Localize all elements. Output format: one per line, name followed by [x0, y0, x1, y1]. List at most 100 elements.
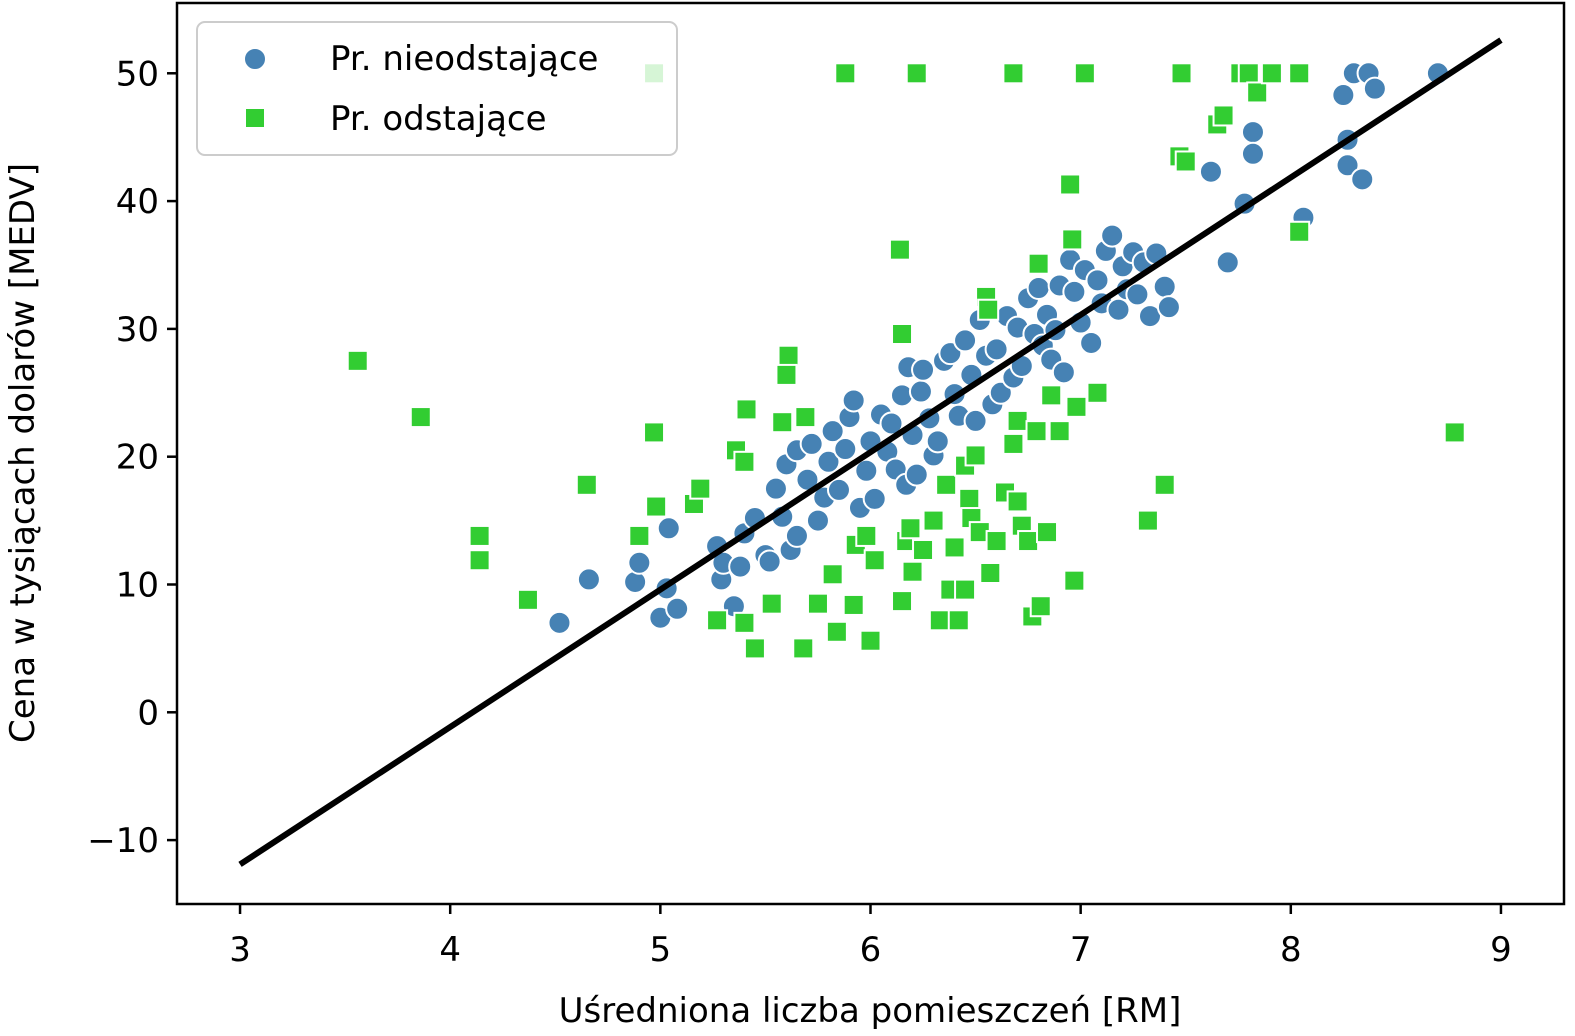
point-inlier [1100, 223, 1125, 248]
x-axis-ticks: 3 4 5 6 7 8 9 [229, 904, 1512, 970]
point-outlier [771, 411, 794, 434]
point-outlier [1153, 473, 1176, 496]
point-outlier [891, 590, 914, 613]
point-outlier [1059, 173, 1082, 196]
point-inlier [656, 516, 681, 541]
point-outlier [468, 524, 491, 547]
point-inlier [1240, 120, 1265, 145]
point-outlier [855, 524, 878, 547]
point-outlier [863, 549, 886, 572]
point-outlier [1029, 595, 1052, 618]
legend-label-outliers: Pr. odstające [330, 99, 547, 139]
point-inlier [1331, 83, 1356, 108]
point-inlier [799, 431, 824, 456]
point-outlier [628, 524, 651, 547]
point-inlier [757, 549, 782, 574]
legend: Pr. nieodstające Pr. odstające [196, 21, 678, 156]
point-outlier [1002, 432, 1025, 455]
point-inlier [953, 328, 978, 353]
point-outlier [468, 549, 491, 572]
point-inlier [1156, 295, 1181, 320]
point-outlier [777, 344, 800, 367]
point-outlier [689, 477, 712, 500]
point-outlier [977, 298, 1000, 321]
point-inlier [854, 458, 879, 483]
point-outlier [1174, 150, 1197, 173]
y-tick-label: 50 [116, 54, 159, 94]
point-inlier [627, 550, 652, 575]
point-outlier [1288, 220, 1311, 243]
point-outlier [905, 62, 928, 85]
y-axis-label: Cena w tysiącach dolarów [MEDV] [3, 163, 43, 743]
point-inlier [862, 486, 887, 511]
point-outlier [409, 406, 432, 429]
point-outlier [825, 620, 848, 643]
x-tick-label: 6 [860, 930, 882, 970]
legend-box [196, 21, 678, 156]
y-tick-label: −10 [87, 821, 159, 861]
point-outlier [891, 323, 914, 346]
point-outlier [1017, 530, 1040, 553]
point-inlier [1062, 279, 1087, 304]
points-layer [346, 61, 1466, 660]
point-inlier [1051, 360, 1076, 385]
legend-marker-inliers [243, 47, 267, 71]
regression-line-layer [238, 37, 1503, 867]
x-tick-label: 4 [439, 930, 461, 970]
point-outlier [922, 509, 945, 532]
point-outlier [743, 637, 766, 660]
point-outlier [706, 609, 729, 632]
point-outlier [733, 611, 756, 634]
point-outlier [1036, 521, 1059, 544]
point-inlier [784, 523, 809, 548]
point-outlier [1065, 395, 1088, 418]
point-outlier [947, 609, 970, 632]
legend-label-inliers: Pr. nieodstające [330, 39, 598, 79]
x-tick-label: 5 [650, 930, 672, 970]
point-outlier [575, 473, 598, 496]
point-outlier [943, 536, 966, 559]
x-tick-label: 7 [1070, 930, 1092, 970]
point-inlier [904, 462, 929, 487]
point-outlier [928, 609, 951, 632]
y-tick-label: 20 [116, 438, 159, 478]
point-outlier [1212, 104, 1235, 127]
point-outlier [1246, 81, 1269, 104]
point-outlier [1443, 421, 1466, 444]
point-outlier [912, 538, 935, 561]
point-inlier [826, 477, 851, 502]
point-outlier [958, 487, 981, 510]
point-inlier [1106, 297, 1131, 322]
point-inlier [911, 357, 936, 382]
point-inlier [576, 567, 601, 592]
point-outlier [1237, 62, 1260, 85]
point-outlier [1048, 420, 1071, 443]
point-inlier [879, 411, 904, 436]
point-inlier [665, 596, 690, 621]
point-outlier [1073, 62, 1096, 85]
point-inlier [1240, 141, 1265, 166]
point-outlier [643, 421, 666, 444]
point-inlier [547, 610, 572, 635]
x-axis-label: Uśredniona liczba pomieszczeń [RM] [559, 991, 1182, 1031]
point-inlier [816, 449, 841, 474]
point-outlier [346, 349, 369, 372]
point-outlier [979, 561, 1002, 584]
point-inlier [1085, 268, 1110, 293]
point-inlier [1026, 275, 1051, 300]
point-inlier [1152, 274, 1177, 299]
point-outlier [1170, 62, 1193, 85]
point-inlier [1079, 330, 1104, 355]
point-outlier [1086, 381, 1109, 404]
point-outlier [794, 406, 817, 429]
point-inlier [984, 337, 1009, 362]
point-outlier [516, 588, 539, 611]
point-inlier [1362, 76, 1387, 101]
point-inlier [1350, 167, 1375, 192]
point-inlier [925, 429, 950, 454]
y-tick-label: 40 [116, 182, 159, 222]
point-outlier [1002, 62, 1025, 85]
point-outlier [735, 398, 758, 421]
point-outlier [792, 637, 815, 660]
